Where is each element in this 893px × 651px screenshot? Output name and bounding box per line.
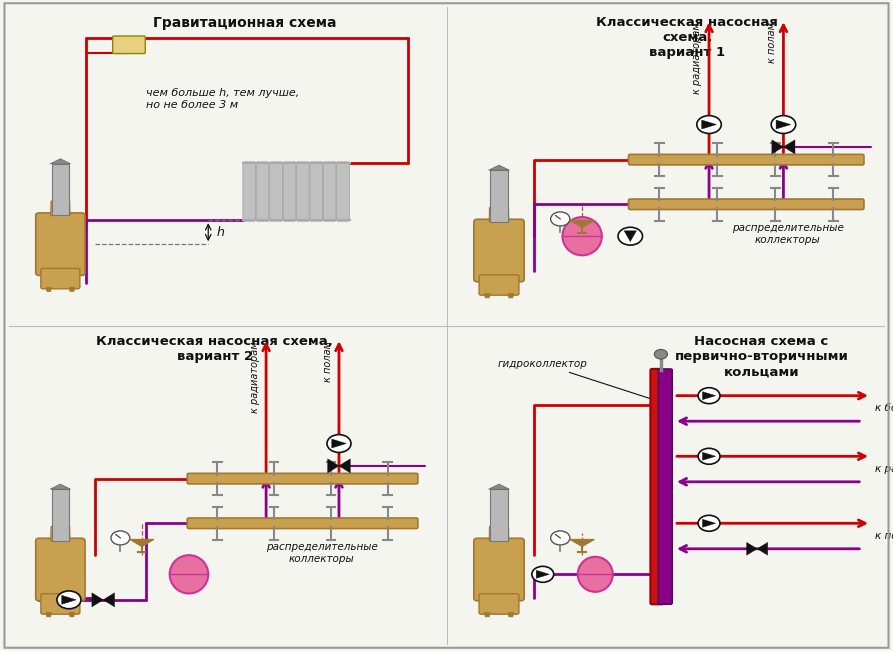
FancyBboxPatch shape <box>650 369 663 604</box>
Text: распределительные
коллекторы: распределительные коллекторы <box>732 223 844 245</box>
Polygon shape <box>570 221 595 228</box>
FancyBboxPatch shape <box>296 162 309 221</box>
Text: распределительные
коллекторы: распределительные коллекторы <box>266 542 378 564</box>
Polygon shape <box>508 294 513 298</box>
Polygon shape <box>488 484 509 489</box>
Polygon shape <box>70 613 75 617</box>
FancyBboxPatch shape <box>629 154 864 165</box>
Polygon shape <box>489 208 509 222</box>
Circle shape <box>532 566 554 582</box>
Polygon shape <box>536 570 549 578</box>
Text: к полам: к полам <box>875 531 893 541</box>
Text: Классическая насосная схема,
вариант 2: Классическая насосная схема, вариант 2 <box>96 335 333 363</box>
Polygon shape <box>783 140 795 154</box>
Polygon shape <box>52 489 69 541</box>
Polygon shape <box>50 159 71 164</box>
Ellipse shape <box>563 217 602 255</box>
Circle shape <box>698 388 720 404</box>
Circle shape <box>551 531 570 545</box>
Text: Классическая насосная
схема,
вариант 1: Классическая насосная схема, вариант 1 <box>597 16 778 59</box>
Polygon shape <box>490 170 508 222</box>
FancyBboxPatch shape <box>256 162 269 221</box>
Polygon shape <box>129 540 154 547</box>
Polygon shape <box>703 392 715 400</box>
FancyBboxPatch shape <box>243 162 255 221</box>
Polygon shape <box>328 459 339 473</box>
Circle shape <box>327 435 351 452</box>
Text: к полам: к полам <box>322 341 332 382</box>
Polygon shape <box>484 294 490 298</box>
Text: к радиаторам: к радиаторам <box>875 464 893 474</box>
Text: к полам: к полам <box>767 22 777 63</box>
FancyBboxPatch shape <box>629 199 864 210</box>
FancyBboxPatch shape <box>337 162 349 221</box>
Polygon shape <box>703 452 715 460</box>
FancyBboxPatch shape <box>474 219 524 282</box>
Text: Насосная схема с
первично-вторичными
кольцами: Насосная схема с первично-вторичными кол… <box>674 335 848 378</box>
Polygon shape <box>747 542 757 555</box>
Ellipse shape <box>170 555 208 594</box>
FancyBboxPatch shape <box>480 594 519 614</box>
FancyBboxPatch shape <box>113 36 146 53</box>
Polygon shape <box>104 593 114 607</box>
FancyBboxPatch shape <box>41 268 79 289</box>
Circle shape <box>698 449 720 464</box>
Polygon shape <box>703 519 715 527</box>
Text: чем больше h, тем лучше,
но не более 3 м: чем больше h, тем лучше, но не более 3 м <box>146 89 299 110</box>
Text: гидроколлектор: гидроколлектор <box>497 359 657 402</box>
FancyBboxPatch shape <box>323 162 336 221</box>
Polygon shape <box>46 613 52 617</box>
FancyBboxPatch shape <box>188 473 418 484</box>
Polygon shape <box>50 484 71 489</box>
Circle shape <box>698 516 720 531</box>
FancyBboxPatch shape <box>658 369 672 604</box>
Text: Гравитационная схема: Гравитационная схема <box>153 16 337 30</box>
Circle shape <box>697 116 722 133</box>
Circle shape <box>551 212 570 226</box>
Polygon shape <box>624 231 637 242</box>
Text: к радиаторам: к радиаторам <box>692 22 703 94</box>
Polygon shape <box>490 489 508 541</box>
Polygon shape <box>702 120 716 129</box>
Text: к радиаторам: к радиаторам <box>250 341 260 413</box>
FancyBboxPatch shape <box>283 162 296 221</box>
Circle shape <box>618 227 643 245</box>
Ellipse shape <box>578 557 613 592</box>
Polygon shape <box>62 596 76 604</box>
Polygon shape <box>339 459 350 473</box>
Polygon shape <box>757 542 768 555</box>
FancyBboxPatch shape <box>36 213 85 275</box>
Text: h: h <box>217 226 225 239</box>
FancyBboxPatch shape <box>188 518 418 529</box>
FancyBboxPatch shape <box>310 162 322 221</box>
Circle shape <box>655 350 667 359</box>
Polygon shape <box>51 527 70 541</box>
Polygon shape <box>52 164 69 215</box>
Polygon shape <box>92 593 104 607</box>
FancyBboxPatch shape <box>36 538 85 601</box>
Circle shape <box>772 116 796 133</box>
Polygon shape <box>570 540 595 547</box>
Polygon shape <box>51 201 70 215</box>
Polygon shape <box>776 120 791 129</box>
Polygon shape <box>488 165 509 170</box>
Circle shape <box>57 591 81 609</box>
Polygon shape <box>484 613 490 617</box>
Polygon shape <box>332 439 346 448</box>
FancyBboxPatch shape <box>480 275 519 295</box>
Polygon shape <box>508 613 513 617</box>
Polygon shape <box>489 527 509 541</box>
FancyBboxPatch shape <box>474 538 524 601</box>
FancyBboxPatch shape <box>41 594 79 614</box>
FancyBboxPatch shape <box>270 162 282 221</box>
Circle shape <box>111 531 129 545</box>
Text: к бойлеру: к бойлеру <box>875 404 893 413</box>
Polygon shape <box>772 140 783 154</box>
Polygon shape <box>70 287 75 292</box>
Polygon shape <box>46 287 52 292</box>
